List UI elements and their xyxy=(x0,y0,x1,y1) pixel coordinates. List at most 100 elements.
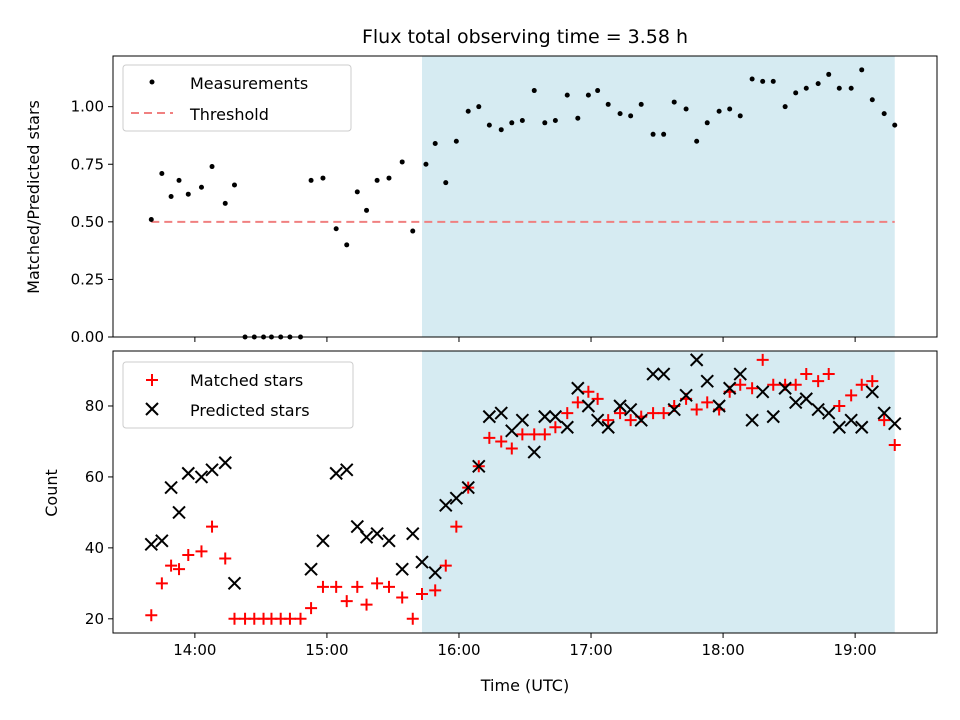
y-tick-label: 1.00 xyxy=(71,98,104,116)
predicted-star-point xyxy=(548,409,563,424)
matched-star-point xyxy=(549,421,562,434)
matched-star-point xyxy=(165,559,178,572)
measurement-point xyxy=(185,191,191,197)
predicted-star-point xyxy=(865,385,880,399)
predicted-star-point xyxy=(888,417,902,431)
matched-star-point xyxy=(888,439,901,451)
matched-star-point xyxy=(294,612,307,625)
ratio-y-ticks: 0.00 0.25 0.50 0.75 1.00 xyxy=(71,98,113,346)
measurement-point xyxy=(749,76,755,82)
ratio-legend: Measurements Threshold xyxy=(122,64,352,132)
predicted-star-point xyxy=(428,565,442,580)
predicted-star-point xyxy=(494,406,508,420)
predicted-star-point xyxy=(844,413,858,427)
predicted-star-point xyxy=(799,392,813,406)
predicted-star-point xyxy=(811,402,825,417)
measurement-points xyxy=(148,67,898,340)
predicted-star-point xyxy=(172,505,186,520)
matched-star-point xyxy=(767,378,780,391)
matched-star-point xyxy=(351,580,364,593)
ratio-subplot: 0.00 0.25 0.50 0.75 1.00 Matched/Predicted s… xyxy=(24,55,938,346)
measurement-point xyxy=(209,164,215,170)
matched-star-point xyxy=(614,407,627,420)
measurement-point xyxy=(423,161,429,167)
measurement-point xyxy=(704,120,710,126)
predicted-star-point xyxy=(571,381,585,395)
predicted-star-point xyxy=(581,399,596,413)
measurement-point xyxy=(222,200,228,206)
matched-star-point xyxy=(845,389,858,402)
measurement-point xyxy=(333,226,339,232)
predicted-star-point xyxy=(181,466,195,481)
measurement-point xyxy=(432,141,438,147)
predicted-star-point xyxy=(472,459,486,473)
predicted-star-point xyxy=(700,374,714,388)
predicted-star-point xyxy=(722,381,737,395)
matched-star-point xyxy=(855,378,868,391)
predicted-star-point xyxy=(370,526,384,541)
x-tick-label: 15:00 xyxy=(305,641,348,659)
measurement-point xyxy=(793,90,799,96)
matched-star-point xyxy=(206,520,219,533)
legend-predicted-marker xyxy=(145,402,159,416)
predicted-star-point xyxy=(822,406,836,420)
predicted-star-point xyxy=(560,420,574,434)
y-tick-label: 60 xyxy=(85,468,104,486)
measurement-point xyxy=(320,175,326,181)
predicted-star-point xyxy=(395,562,409,576)
measurement-point xyxy=(836,85,842,91)
matched-star-point xyxy=(173,563,186,576)
y-tick-label: 40 xyxy=(85,539,104,557)
legend-measurements-label: Measurements xyxy=(190,74,308,93)
predicted-star-point xyxy=(733,367,747,381)
measurement-point xyxy=(344,242,350,248)
x-tick-label: 14:00 xyxy=(173,641,216,659)
matched-star-point xyxy=(571,396,584,409)
x-tick-label: 17:00 xyxy=(569,641,612,659)
legend-predicted-label: Predicted stars xyxy=(190,401,310,420)
predicted-star-point xyxy=(316,534,330,548)
measurement-point xyxy=(617,111,623,117)
matched-star-point xyxy=(624,414,637,427)
measurement-point xyxy=(486,122,492,128)
measurement-point xyxy=(782,104,788,110)
measurement-point xyxy=(476,104,482,110)
measurement-point xyxy=(737,113,743,119)
measurement-point xyxy=(498,127,504,133)
predicted-star-point xyxy=(359,530,374,544)
matched-star-point xyxy=(145,609,158,622)
count-shaded-span xyxy=(422,351,895,633)
measurement-point xyxy=(661,131,667,137)
x-axis-label: Time (UTC) xyxy=(480,676,569,695)
matched-star-point xyxy=(155,577,168,590)
measurement-point xyxy=(869,97,875,103)
matched-star-point xyxy=(528,428,541,441)
predicted-star-point xyxy=(382,534,396,548)
matched-star-point xyxy=(505,442,518,455)
y-tick-label: 0.25 xyxy=(71,270,104,288)
matched-star-point xyxy=(228,612,241,625)
predicted-star-point xyxy=(304,562,318,576)
predicted-star-point xyxy=(601,420,615,434)
predicted-star-point xyxy=(144,537,159,552)
matched-star-point xyxy=(789,378,802,391)
matched-star-point xyxy=(800,368,813,381)
predicted-star-point xyxy=(194,470,209,484)
matched-star-point xyxy=(483,431,496,444)
matched-star-point xyxy=(450,520,463,533)
measurement-point xyxy=(519,117,525,123)
y-tick-label: 80 xyxy=(85,397,104,415)
matched-star-point xyxy=(822,368,835,381)
predicted-star-point xyxy=(667,402,681,417)
measurement-point xyxy=(386,175,392,181)
y-tick-label: 0.00 xyxy=(71,328,104,346)
measurement-point xyxy=(531,88,537,94)
predicted-star-point xyxy=(329,466,343,481)
measurement-point xyxy=(595,88,601,94)
matched-star-point xyxy=(182,548,195,561)
ratio-x-ticks xyxy=(194,337,856,342)
matched-star-point xyxy=(316,580,329,593)
measurement-point xyxy=(585,92,591,98)
predicted-star-point xyxy=(778,381,792,395)
